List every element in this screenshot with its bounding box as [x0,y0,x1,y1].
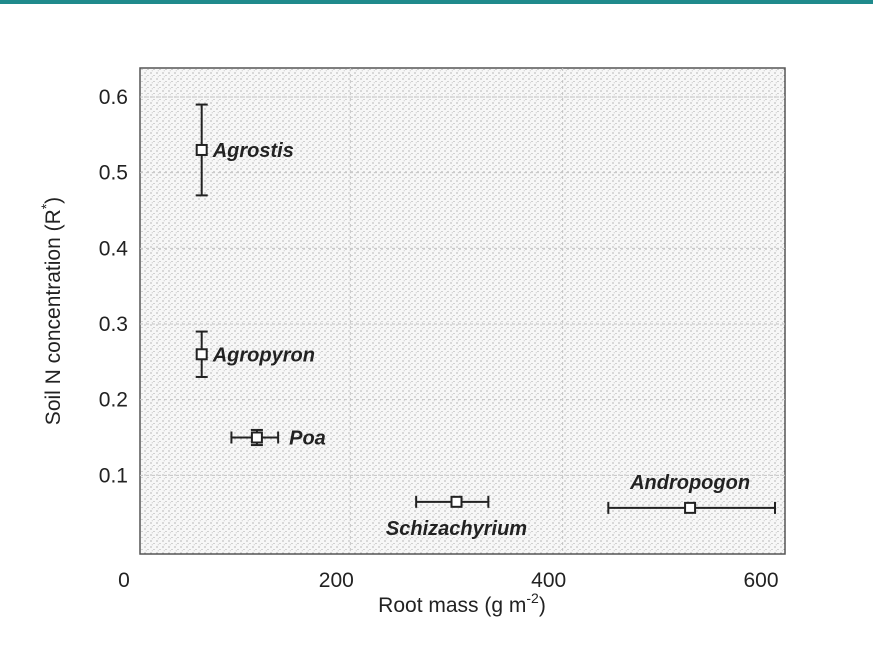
point-label: Andropogon [629,472,750,494]
data-point-agrostis: Agrostis [195,103,294,197]
y-tick-label: 0.2 [99,389,128,412]
data-points: Agrostis Agropyron Poa Schizachyrium Andropo… [195,103,776,540]
top-accent-bar [0,0,873,4]
x-axis-label: Root mass (g m-2) [378,590,546,617]
point-marker [195,143,208,156]
point-marker [195,348,208,361]
y-tick-label: 0.4 [99,237,129,260]
point-marker [450,495,463,508]
y-tick-label: 0.6 [99,86,128,109]
point-label: Agropyron [212,344,315,366]
x-tick-label: 0 [118,569,130,592]
plot-area [139,67,786,555]
y-axis-label: Soil N concentration (R*) [38,197,65,425]
x-tick-label: 400 [531,569,566,592]
gridlines [140,68,785,554]
data-point-agropyron: Agropyron [195,330,315,378]
y-tick-label: 0.3 [99,313,128,336]
y-axis-ticks: 0.1 0.2 0.3 0.4 0.5 0.6 [99,86,129,487]
y-tick-label: 0.5 [99,162,128,185]
y-tick-label: 0.1 [99,464,128,487]
x-axis-ticks: 0 200 400 600 [118,569,778,592]
point-label: Poa [289,428,326,450]
x-tick-label: 600 [743,569,778,592]
data-point-schizachyrium: Schizachyrium [386,495,527,540]
point-label: Agrostis [212,140,294,162]
point-marker [250,431,263,444]
data-point-andropogon: Andropogon [607,472,776,514]
data-point-poa: Poa [230,428,326,450]
x-tick-label: 200 [319,569,354,592]
point-label: Schizachyrium [386,518,527,540]
point-marker [684,501,697,514]
